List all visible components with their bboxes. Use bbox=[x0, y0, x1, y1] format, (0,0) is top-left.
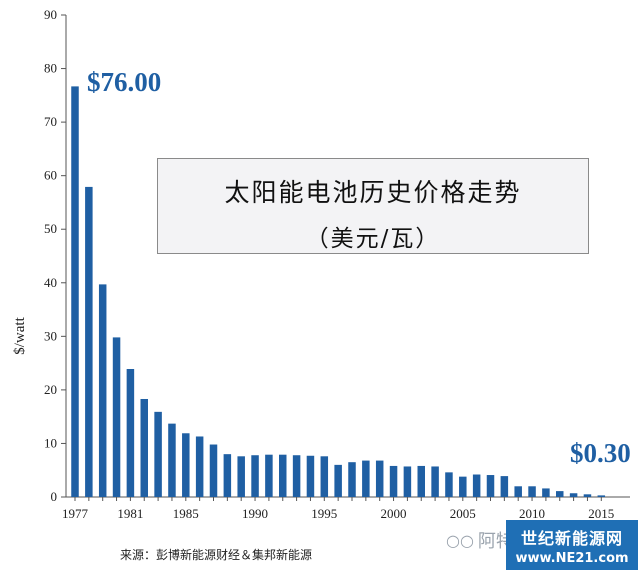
bar-2007 bbox=[486, 475, 495, 497]
bar-1983 bbox=[154, 411, 162, 497]
bar-2004 bbox=[445, 472, 453, 497]
bar-1996 bbox=[334, 464, 342, 497]
y-tick-label: 10 bbox=[44, 435, 57, 450]
bar-2012 bbox=[556, 491, 564, 497]
bar-2013 bbox=[569, 493, 578, 497]
bar-1988 bbox=[223, 454, 232, 497]
bar-1990 bbox=[251, 455, 259, 497]
bar-2001 bbox=[403, 466, 412, 497]
bar-1995 bbox=[320, 456, 329, 497]
bar-2015 bbox=[597, 495, 606, 497]
x-tick-label: 1995 bbox=[311, 506, 337, 521]
y-tick-label: 60 bbox=[44, 168, 57, 183]
bar-1989 bbox=[237, 456, 245, 497]
bar-1978 bbox=[85, 186, 93, 497]
wechat-icon: ○○ bbox=[446, 530, 474, 550]
y-axis-label: $/watt bbox=[12, 316, 28, 354]
x-tick-label: 2000 bbox=[381, 506, 407, 521]
x-tick-label: 2015 bbox=[588, 506, 614, 521]
bar-1985 bbox=[182, 433, 190, 497]
wechat-watermark: ○○ 阿特 bbox=[446, 527, 514, 553]
bar-1992 bbox=[279, 454, 287, 497]
x-tick-label: 1977 bbox=[62, 506, 89, 521]
x-tick-label: 2005 bbox=[450, 506, 476, 521]
bar-1998 bbox=[362, 460, 370, 497]
bar-1999 bbox=[375, 460, 384, 497]
logo-title: 世纪新能源网 bbox=[520, 529, 623, 548]
x-tick-label: 1990 bbox=[242, 506, 268, 521]
bar-1986 bbox=[195, 436, 204, 497]
chart-subtitle: （美元/瓦） bbox=[305, 226, 441, 252]
y-tick-label: 30 bbox=[44, 328, 57, 343]
end-price-label: $0.30 bbox=[570, 438, 631, 468]
bar-2006 bbox=[472, 474, 481, 497]
y-tick-label: 0 bbox=[51, 489, 58, 504]
bar-2014 bbox=[583, 494, 592, 497]
bar-2000 bbox=[389, 465, 398, 497]
logo-url: www.NE21.com bbox=[515, 551, 629, 566]
bar-2003 bbox=[431, 466, 439, 497]
y-tick-label: 90 bbox=[44, 7, 57, 22]
chart-title-box: 太阳能电池历史价格走势 （美元/瓦） bbox=[157, 158, 589, 254]
bar-1987 bbox=[209, 444, 218, 497]
bar-1979 bbox=[98, 284, 107, 497]
bar-1984 bbox=[168, 423, 176, 497]
bar-1980 bbox=[112, 337, 121, 497]
bar-1982 bbox=[140, 398, 148, 497]
bar-1997 bbox=[348, 462, 356, 497]
bar-2005 bbox=[459, 476, 467, 497]
y-ticks: 0 10 20 30 40 50 60 70 80 90 bbox=[44, 7, 66, 504]
bar-2002 bbox=[417, 465, 425, 497]
bar-1994 bbox=[306, 455, 315, 497]
source-note: 来源：彭博新能源财经＆集邦新能源 bbox=[120, 548, 313, 562]
chart-title: 太阳能电池历史价格走势 bbox=[224, 178, 522, 207]
bar-2011 bbox=[542, 488, 550, 497]
site-logo: 世纪新能源网 www.NE21.com bbox=[506, 520, 638, 570]
bar-1981 bbox=[126, 369, 135, 497]
x-ticks: 1977 1981 1985 1990 1995 2000 2005 2010 2015 bbox=[62, 497, 614, 521]
bar-2008 bbox=[500, 476, 509, 497]
y-tick-label: 70 bbox=[44, 114, 57, 129]
bar-2009 bbox=[514, 486, 522, 497]
x-tick-label: 1981 bbox=[117, 506, 143, 521]
bars bbox=[71, 86, 606, 497]
bar-1993 bbox=[292, 455, 301, 497]
y-tick-label: 40 bbox=[44, 275, 57, 290]
bar-2010 bbox=[528, 486, 536, 497]
bar-1991 bbox=[265, 454, 273, 497]
watermark-text: 阿特 bbox=[477, 531, 514, 552]
x-tick-label: 2010 bbox=[519, 506, 545, 521]
y-tick-label: 50 bbox=[44, 221, 57, 236]
start-price-label: $76.00 bbox=[87, 67, 161, 97]
y-tick-label: 20 bbox=[44, 382, 57, 397]
x-tick-label: 1985 bbox=[173, 506, 199, 521]
y-tick-label: 80 bbox=[44, 61, 57, 76]
bar-1977 bbox=[71, 86, 79, 497]
